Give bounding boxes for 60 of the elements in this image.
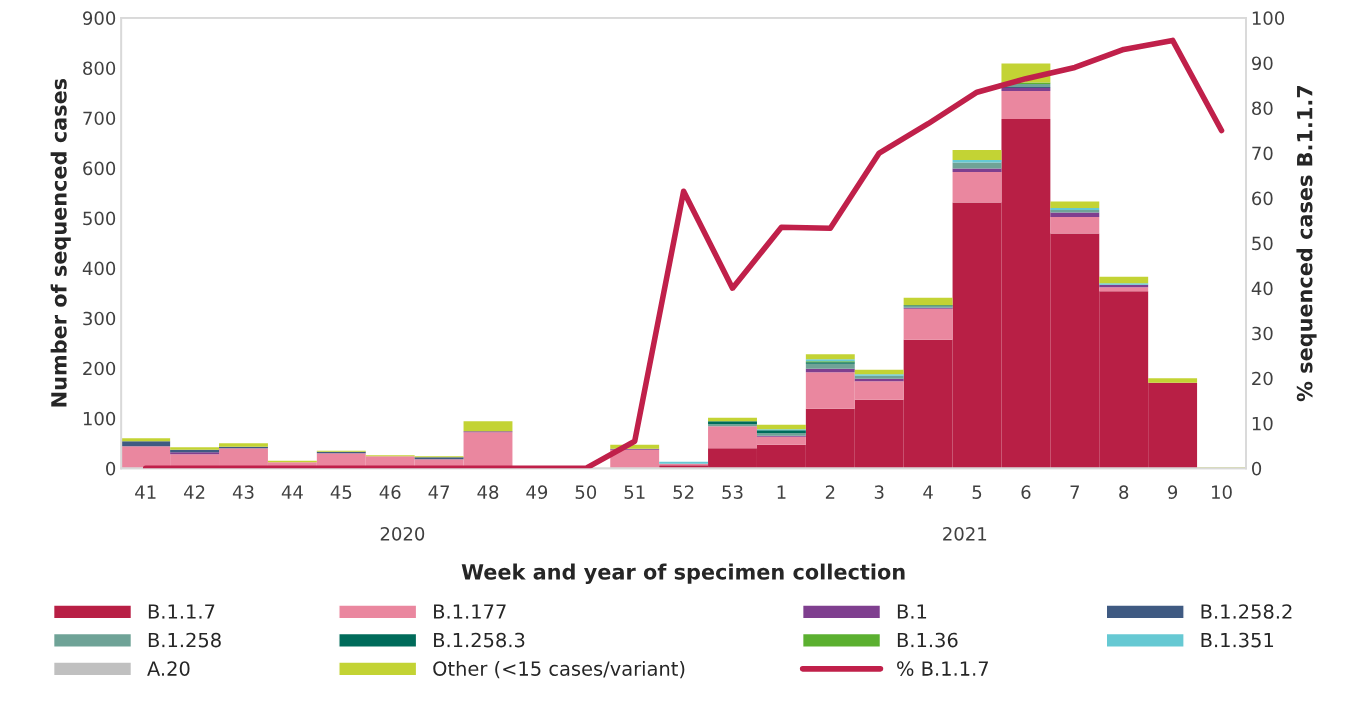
y2-axis-title: % sequenced cases B.1.1.7 [1296,85,1317,402]
x-tick-label: 41 [135,485,156,499]
x-tick-label: 1 [777,485,786,499]
legend-label: B.1.258.3 [434,632,525,648]
legend-label: B.1.258.2 [1201,604,1292,619]
x-tick-label: 48 [477,485,499,499]
y-axis-title: Number of sequenced cases [50,78,71,407]
y2-tick-label: 40 [1251,281,1273,296]
y2-tick-label: 20 [1252,371,1273,386]
legend-label: B.1.258 [148,632,221,648]
x-tick-label: 8 [1119,485,1129,499]
x-tick-label: 47 [428,485,450,499]
x-tick-label: 43 [232,485,254,499]
legend-label: A.20 [147,661,190,676]
legend-label: B.1.1.7 [148,604,215,619]
legend-label: % B.1.1.7 [897,661,988,676]
x-tick-label: 45 [330,485,352,499]
x-tick-label: 50 [575,485,597,499]
x-axis-title: Week and year of specimen collection [461,563,905,584]
y2-tick-label: 100 [1252,11,1285,25]
legend-label: B.1.177 [434,604,506,619]
y-tick-label: 900 [83,11,116,25]
y2-tick-label: 50 [1252,236,1273,251]
y2-tick-label: 80 [1252,101,1273,116]
text: 2021 [943,526,987,541]
x-tick-label: 10 [1212,485,1232,499]
y-tick-label: 400 [82,261,116,276]
legend-label: B.1.351 [1201,632,1274,648]
legend-label: Other (<15 cases/variant) [433,660,685,679]
y2-tick-label: 90 [1251,56,1273,71]
x-tick-label: 7 [1070,485,1080,499]
x-tick-label: 49 [526,485,548,499]
x-tick-label: 4 [923,485,933,499]
y-tick-label: 500 [83,211,116,226]
y-tick-label: 300 [83,311,116,326]
y2-tick-label: 10 [1252,416,1273,431]
legend-label: B.1.36 [897,632,958,648]
y-tick-label: 0 [106,461,116,476]
legend-label: B.1 [897,604,927,619]
y-tick-label: 600 [83,161,116,176]
y2-tick-label: 30 [1252,326,1273,341]
y2-tick-label: 0 [1252,461,1262,476]
x-tick-label: 5 [972,485,982,499]
y-tick-label: 200 [83,361,116,376]
x-tick-label: 53 [722,485,743,499]
x-tick-label: 3 [874,485,884,499]
y-tick-label: 800 [83,61,116,76]
x-tick-label: 52 [673,485,694,499]
x-tick-label: 2 [825,485,835,499]
x-tick-label: 9 [1168,485,1178,499]
x-tick-label: 51 [624,485,645,499]
y2-tick-label: 60 [1252,191,1273,206]
text: 2020 [380,526,425,541]
x-tick-label: 42 [183,485,205,499]
x-tick-label: 6 [1021,485,1031,499]
y-tick-label: 700 [83,111,116,126]
x-tick-label: 46 [379,485,401,499]
y2-tick-label: 70 [1252,146,1273,161]
y-tick-label: 100 [83,411,116,426]
x-tick-label: 44 [281,485,303,499]
